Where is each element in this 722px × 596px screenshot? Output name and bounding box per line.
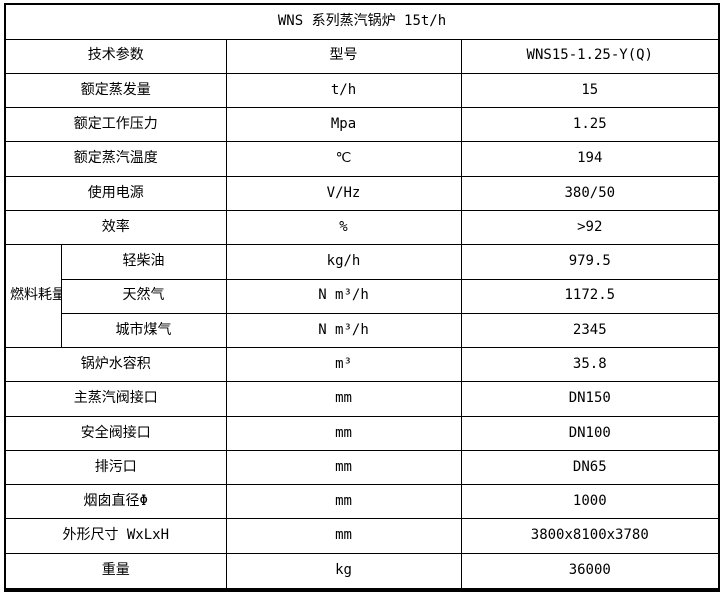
label-cell: 城市煤气	[60, 312, 227, 349]
boiler-spec-table: WNS 系列蒸汽锅炉 15t/h 技术参数 型号 WNS15-1.25-Y(Q)…	[4, 3, 721, 592]
unit-cell: mm	[225, 381, 462, 417]
value-cell: 15	[460, 72, 720, 109]
value-cell: 36000	[460, 552, 720, 591]
unit-cell: ℃	[225, 141, 462, 177]
label-cell: 锅炉水容积	[4, 347, 227, 383]
value-cell: DN150	[460, 381, 720, 417]
unit-cell: mm	[225, 484, 462, 520]
unit-cell: N m³/h	[225, 312, 462, 349]
value-cell: 979.5	[460, 244, 720, 280]
value-cell: DN100	[460, 415, 720, 451]
value-cell: 1000	[460, 484, 720, 520]
table-row: 效率 % >92	[4, 209, 720, 246]
value-cell: 3800x8100x3780	[460, 518, 720, 554]
table-row-title: WNS 系列蒸汽锅炉 15t/h	[4, 3, 720, 40]
unit-cell: mm	[225, 449, 462, 486]
label-cell: 效率	[4, 209, 227, 246]
label-cell: 额定蒸汽温度	[4, 141, 227, 177]
label-cell: 使用电源	[4, 175, 227, 211]
table-row: 锅炉水容积 m³ 35.8	[4, 347, 720, 383]
value-cell: 1.25	[460, 107, 720, 143]
table-row-header: 技术参数 型号 WNS15-1.25-Y(Q)	[4, 38, 720, 74]
unit-cell: mm	[225, 518, 462, 554]
value-cell: 35.8	[460, 347, 720, 383]
table-row-fuel: 燃料耗量 轻柴油 kg/h 979.5	[4, 244, 720, 349]
table-row: 主蒸汽阀接口 mm DN150	[4, 381, 720, 417]
table-row: 额定工作压力 Mpa 1.25	[4, 107, 720, 143]
label-cell: 主蒸汽阀接口	[4, 381, 227, 417]
value-cell: 194	[460, 141, 720, 177]
table-row: 烟囱直径Φ mm 1000	[4, 484, 720, 520]
label-cell: 轻柴油	[60, 244, 227, 280]
unit-cell: mm	[225, 415, 462, 451]
table-row: 外形尺寸 WxLxH mm 3800x8100x3780	[4, 518, 720, 554]
label-cell: 排污口	[4, 449, 227, 486]
value-cell: DN65	[460, 449, 720, 486]
table-row: 重量 kg 36000	[4, 552, 720, 591]
unit-cell: kg/h	[225, 244, 462, 280]
value-cell: 1172.5	[460, 278, 720, 314]
value-cell: 380/50	[460, 175, 720, 211]
table-row: 排污口 mm DN65	[4, 449, 720, 486]
unit-cell: t/h	[225, 72, 462, 109]
label-cell: 额定工作压力	[4, 107, 227, 143]
label-cell: 天然气	[60, 278, 227, 314]
value-cell: >92	[460, 209, 720, 246]
unit-cell: %	[225, 209, 462, 246]
fuel-group-label: 燃料耗量	[4, 244, 62, 349]
table-title: WNS 系列蒸汽锅炉 15t/h	[4, 3, 720, 40]
table-row: 安全阀接口 mm DN100	[4, 415, 720, 451]
unit-cell: m³	[225, 347, 462, 383]
table-row: 使用电源 V/Hz 380/50	[4, 175, 720, 211]
table-row: 额定蒸汽温度 ℃ 194	[4, 141, 720, 177]
label-cell: 外形尺寸 WxLxH	[4, 518, 227, 554]
header-param-label: 技术参数	[4, 38, 227, 74]
header-model-value: WNS15-1.25-Y(Q)	[460, 38, 720, 74]
label-cell: 重量	[4, 552, 227, 591]
unit-cell: kg	[225, 552, 462, 591]
label-cell: 烟囱直径Φ	[4, 484, 227, 520]
label-cell: 额定蒸发量	[4, 72, 227, 109]
label-cell: 安全阀接口	[4, 415, 227, 451]
table-row-fuel: 城市煤气 N m³/h 2345	[5, 312, 720, 349]
unit-cell: Mpa	[225, 107, 462, 143]
unit-cell: N m³/h	[225, 278, 462, 314]
value-cell: 2345	[460, 312, 720, 349]
table-row: 额定蒸发量 t/h 15	[4, 72, 720, 109]
unit-cell: V/Hz	[225, 175, 462, 211]
header-model-label: 型号	[225, 38, 462, 74]
table-row-fuel: 天然气 N m³/h 1172.5	[5, 278, 720, 314]
